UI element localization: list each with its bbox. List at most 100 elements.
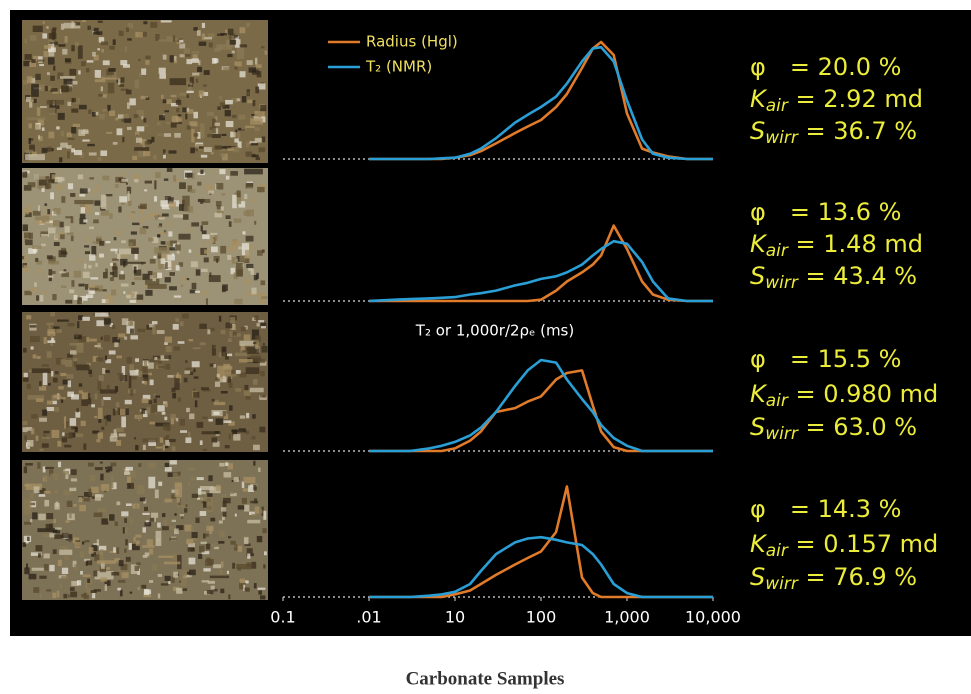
photo-speck — [171, 122, 177, 128]
photo-speck — [180, 419, 185, 426]
photo-speck — [45, 86, 48, 91]
photo-speck — [156, 446, 162, 448]
photo-speck — [26, 315, 31, 319]
photo-speck — [200, 511, 207, 516]
photo-speck — [42, 410, 47, 416]
photo-speck — [131, 376, 137, 379]
photo-speck — [68, 380, 71, 387]
photo-speck — [195, 400, 197, 407]
photo-speck — [95, 212, 99, 215]
photo-speck — [83, 574, 91, 577]
photo-speck — [46, 26, 48, 28]
photo-speck — [29, 102, 32, 108]
photo-speck — [250, 269, 254, 275]
photo-speck — [187, 125, 191, 129]
photo-speck — [219, 521, 223, 524]
photo-speck — [166, 435, 169, 440]
photo-speck — [131, 231, 137, 234]
photo-speck — [120, 60, 127, 65]
photo-speck — [70, 418, 76, 426]
photo-speck — [91, 487, 99, 493]
annotation-spacer — [798, 563, 806, 591]
photo-speck — [127, 262, 146, 264]
photo-speck — [158, 366, 164, 369]
photo-speck — [229, 383, 233, 388]
photo-speck — [129, 213, 133, 219]
photo-speck — [61, 196, 65, 203]
photo-speck — [67, 594, 69, 598]
photo-speck — [79, 497, 83, 502]
photo-speck — [100, 577, 107, 582]
photo-speck — [206, 544, 210, 550]
photo-speck — [100, 474, 103, 481]
photo-speck — [257, 187, 265, 192]
photo-speck — [129, 243, 132, 249]
photo-speck — [185, 173, 192, 178]
photo-speck — [164, 355, 171, 359]
photo-speck — [172, 393, 176, 398]
photo-speck — [192, 51, 199, 53]
photo-speck — [137, 329, 145, 332]
photo-speck — [209, 43, 213, 48]
photo-speck — [111, 572, 119, 576]
photo-speck — [32, 512, 37, 519]
photo-speck — [220, 102, 225, 106]
photo-speck — [185, 525, 192, 532]
photo-speck — [211, 247, 218, 253]
photo-speck — [76, 343, 83, 353]
photo-speck — [77, 580, 81, 585]
photo-speck — [23, 500, 31, 515]
photo-speck — [124, 518, 127, 523]
annotation-text: = 0.980 md — [796, 380, 939, 408]
photo-speck — [247, 553, 250, 559]
photo-speck — [142, 545, 154, 548]
photo-speck — [61, 286, 66, 288]
photo-speck — [48, 132, 54, 139]
photo-speck — [141, 68, 146, 74]
photo-speck — [42, 216, 50, 223]
photo-speck — [242, 231, 245, 234]
photo-speck — [221, 134, 226, 136]
photo-speck — [232, 115, 237, 118]
photo-speck — [108, 68, 115, 72]
photo-speck — [101, 49, 103, 53]
photo-speck — [89, 177, 94, 179]
photo-speck — [196, 269, 201, 275]
photo-speck — [170, 55, 174, 62]
photo-speck — [135, 32, 143, 37]
photo-speck — [53, 530, 60, 533]
photo-speck — [257, 250, 263, 256]
photo-speck — [241, 327, 246, 331]
photo-speck — [166, 426, 170, 431]
photo-speck — [145, 181, 152, 184]
photo-speck — [217, 106, 221, 110]
photo-speck — [23, 348, 27, 353]
photo-speck — [117, 254, 120, 259]
photo-speck — [244, 537, 248, 544]
photo-speck — [172, 446, 176, 451]
photo-speck — [262, 136, 266, 142]
photo-speck — [97, 184, 100, 191]
photo-speck — [105, 356, 107, 361]
photo-speck — [89, 254, 95, 260]
photo-speck — [78, 297, 82, 303]
photo-speck — [69, 488, 76, 491]
photo-speck — [183, 214, 189, 220]
photo-speck — [221, 330, 226, 335]
photo-speck — [253, 485, 257, 491]
photo-speck — [179, 182, 186, 189]
photo-speck — [124, 118, 131, 123]
photo-speck — [108, 83, 114, 94]
photo-speck — [31, 414, 38, 418]
photo-speck — [186, 539, 193, 544]
photo-speck — [222, 286, 226, 292]
photo-speck — [71, 98, 75, 102]
photo-speck — [169, 286, 177, 290]
photo-speck — [30, 493, 34, 499]
photo-speck — [264, 551, 267, 555]
photo-speck — [136, 138, 142, 143]
photo-speck — [174, 133, 181, 138]
photo-speck — [122, 137, 124, 142]
annotation-text: = 2.92 md — [796, 85, 923, 113]
photo-speck — [234, 477, 239, 482]
